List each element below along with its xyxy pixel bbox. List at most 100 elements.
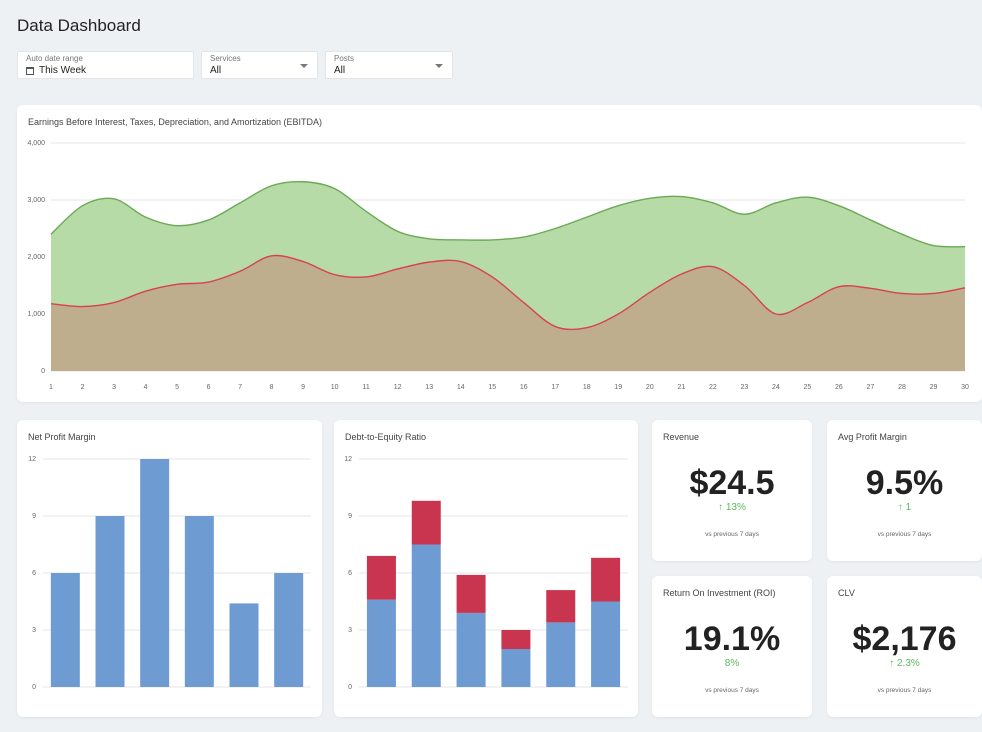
debt-to-equity-card: Debt-to-Equity Ratio 0 3 6 9 12 bbox=[334, 420, 638, 717]
y-tick-label: 6 bbox=[348, 570, 352, 577]
bar-segment bbox=[411, 500, 441, 545]
y-tick-label: 3,000 bbox=[27, 197, 45, 204]
posts-filter[interactable]: Posts All bbox=[325, 51, 453, 79]
y-tick-label: 6 bbox=[32, 570, 36, 577]
posts-value: All bbox=[334, 65, 346, 76]
npm-chart: 0 3 6 9 12 bbox=[28, 456, 311, 691]
x-tick-label: 18 bbox=[583, 384, 591, 391]
revenue-title: Revenue bbox=[663, 432, 700, 442]
der-chart: 0 3 6 9 12 bbox=[344, 456, 628, 691]
bar-segment bbox=[366, 599, 396, 687]
npm-title: Net Profit Margin bbox=[28, 432, 96, 442]
x-tick-label: 25 bbox=[804, 384, 812, 391]
revenue-delta: ↑ 13% bbox=[718, 502, 746, 513]
x-tick-label: 17 bbox=[551, 384, 559, 391]
der-title: Debt-to-Equity Ratio bbox=[345, 432, 427, 442]
roi-card: Return On Investment (ROI) 19.1% 8% vs p… bbox=[652, 576, 812, 717]
services-filter[interactable]: Services All bbox=[201, 51, 318, 79]
x-tick-label: 30 bbox=[961, 384, 969, 391]
y-tick-label: 9 bbox=[348, 513, 352, 520]
x-tick-label: 3 bbox=[112, 384, 116, 391]
roi-delta: 8% bbox=[724, 658, 740, 669]
clv-delta: ↑ 2.3% bbox=[889, 658, 920, 669]
date-range-value: This Week bbox=[39, 65, 87, 76]
clv-foot: vs previous 7 days bbox=[877, 687, 932, 694]
date-range-filter[interactable]: Auto date range This Week bbox=[17, 51, 194, 79]
x-tick-label: 4 bbox=[144, 384, 148, 391]
x-tick-label: 20 bbox=[646, 384, 654, 391]
y-tick-label: 2,000 bbox=[27, 254, 45, 261]
clv-value: $2,176 bbox=[852, 620, 957, 658]
bar-segment bbox=[591, 601, 621, 687]
roi-value: 19.1% bbox=[683, 620, 781, 658]
x-tick-label: 7 bbox=[238, 384, 242, 391]
bar-segment bbox=[546, 590, 576, 623]
bar bbox=[184, 516, 214, 687]
date-range-label: Auto date range bbox=[26, 54, 83, 63]
x-tick-label: 24 bbox=[772, 384, 780, 391]
x-tick-label: 12 bbox=[394, 384, 402, 391]
ebitda-series-2-line bbox=[50, 254, 966, 331]
margin-value: 9.5% bbox=[865, 464, 944, 502]
services-label: Services bbox=[210, 54, 241, 63]
x-tick-label: 27 bbox=[867, 384, 875, 391]
x-tick-label: 2 bbox=[81, 384, 85, 391]
x-tick-label: 15 bbox=[488, 384, 496, 391]
bar-segment bbox=[366, 555, 396, 600]
posts-label: Posts bbox=[334, 54, 355, 63]
x-tick-label: 10 bbox=[331, 384, 339, 391]
x-tick-label: 9 bbox=[301, 384, 305, 391]
ebitda-series-2-area bbox=[51, 255, 965, 371]
ebitda-title: Earnings Before Interest, Taxes, Depreci… bbox=[28, 117, 322, 127]
y-tick-label: 0 bbox=[41, 368, 45, 375]
page-title: Data Dashboard bbox=[17, 16, 141, 35]
bar-segment bbox=[501, 630, 531, 649]
net-profit-margin-card: Net Profit Margin 0 3 6 9 12 bbox=[17, 420, 322, 717]
x-tick-label: 28 bbox=[898, 384, 906, 391]
bar bbox=[140, 459, 170, 687]
revenue-value: $24.5 bbox=[689, 464, 775, 502]
services-value: All bbox=[210, 65, 222, 76]
bar-segment bbox=[411, 544, 441, 687]
y-tick-label: 12 bbox=[344, 456, 352, 463]
chevron-down-icon bbox=[300, 64, 308, 68]
bar bbox=[95, 516, 125, 687]
margin-delta: ↑ 1 bbox=[897, 502, 912, 513]
x-tick-label: 11 bbox=[363, 384, 370, 391]
y-tick-label: 9 bbox=[32, 513, 36, 520]
y-tick-label: 3 bbox=[32, 627, 36, 634]
ebitda-card: Earnings Before Interest, Taxes, Depreci… bbox=[17, 105, 982, 402]
x-tick-label: 14 bbox=[457, 384, 465, 391]
bar-segment bbox=[456, 574, 486, 613]
revenue-foot: vs previous 7 days bbox=[705, 531, 759, 538]
bar-segment bbox=[501, 649, 531, 687]
margin-title: Avg Profit Margin bbox=[838, 432, 907, 442]
clv-title: CLV bbox=[838, 588, 855, 598]
calendar-icon bbox=[26, 66, 34, 75]
x-tick-label: 8 bbox=[270, 384, 274, 391]
bar bbox=[274, 573, 304, 687]
x-tick-label: 1 bbox=[49, 384, 53, 391]
x-tick-label: 6 bbox=[207, 384, 211, 391]
y-tick-label: 12 bbox=[28, 456, 36, 463]
x-tick-label: 13 bbox=[425, 384, 433, 391]
bar bbox=[229, 603, 259, 687]
x-tick-label: 22 bbox=[709, 384, 717, 391]
margin-foot: vs previous 7 days bbox=[877, 531, 932, 538]
roi-title: Return On Investment (ROI) bbox=[663, 588, 776, 598]
y-tick-label: 4,000 bbox=[27, 140, 45, 147]
y-tick-label: 0 bbox=[32, 684, 36, 691]
x-tick-label: 29 bbox=[930, 384, 938, 391]
clv-card: CLV $2,176 ↑ 2.3% vs previous 7 days bbox=[827, 576, 982, 717]
revenue-card: Revenue $24.5 ↑ 13% vs previous 7 days bbox=[652, 420, 812, 561]
avg-profit-margin-card: Avg Profit Margin 9.5% ↑ 1 vs previous 7… bbox=[827, 420, 982, 561]
x-tick-label: 19 bbox=[614, 384, 622, 391]
y-tick-label: 3 bbox=[348, 627, 352, 634]
x-tick-label: 21 bbox=[677, 384, 685, 391]
x-tick-label: 23 bbox=[740, 384, 748, 391]
ebitda-series-1-line bbox=[50, 180, 966, 248]
chevron-down-icon bbox=[435, 64, 443, 68]
x-tick-label: 26 bbox=[835, 384, 843, 391]
y-tick-label: 1,000 bbox=[27, 311, 45, 318]
